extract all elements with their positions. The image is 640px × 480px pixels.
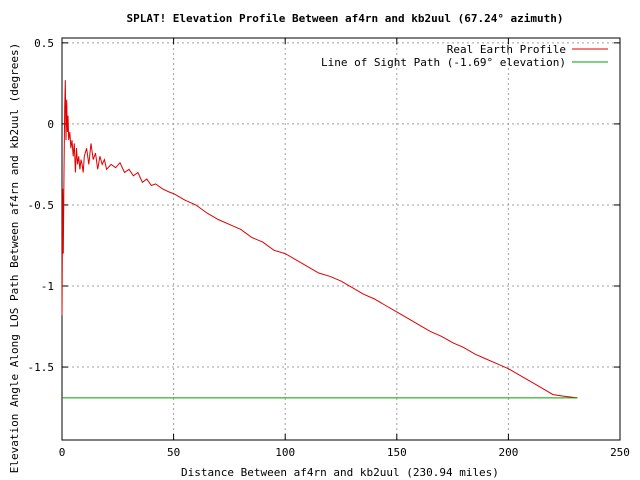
y-axis-ticks: 0.5 0 -0.5 -1 -1.5 [28, 37, 620, 374]
y-tick-label: 0 [47, 118, 54, 131]
x-tick-label: 0 [59, 446, 66, 459]
x-axis-label: Distance Between af4rn and kb2uul (230.9… [181, 466, 499, 479]
legend-label-1: Real Earth Profile [447, 43, 566, 56]
x-tick-label: 50 [167, 446, 180, 459]
series-line-1 [61, 80, 578, 399]
x-axis-ticks: 0 50 100 150 200 250 [59, 38, 630, 459]
y-tick-label: -0.5 [28, 199, 55, 212]
x-tick-label: 100 [275, 446, 295, 459]
plot-border [61, 37, 621, 441]
y-tick-label: 0.5 [34, 37, 54, 50]
x-tick-label: 150 [387, 446, 407, 459]
series-group [61, 80, 578, 399]
y-axis-label: Elevation Angle Along LOS Path Between a… [8, 43, 21, 473]
legend-label-2: Line of Sight Path (-1.69° elevation) [321, 56, 566, 69]
chart-title: SPLAT! Elevation Profile Between af4rn a… [126, 12, 563, 25]
axes [61, 37, 621, 441]
x-tick-label: 200 [498, 446, 518, 459]
grid-lines [62, 38, 620, 440]
y-tick-label: -1 [41, 280, 54, 293]
y-tick-label: -1.5 [28, 361, 55, 374]
x-tick-label: 250 [610, 446, 630, 459]
